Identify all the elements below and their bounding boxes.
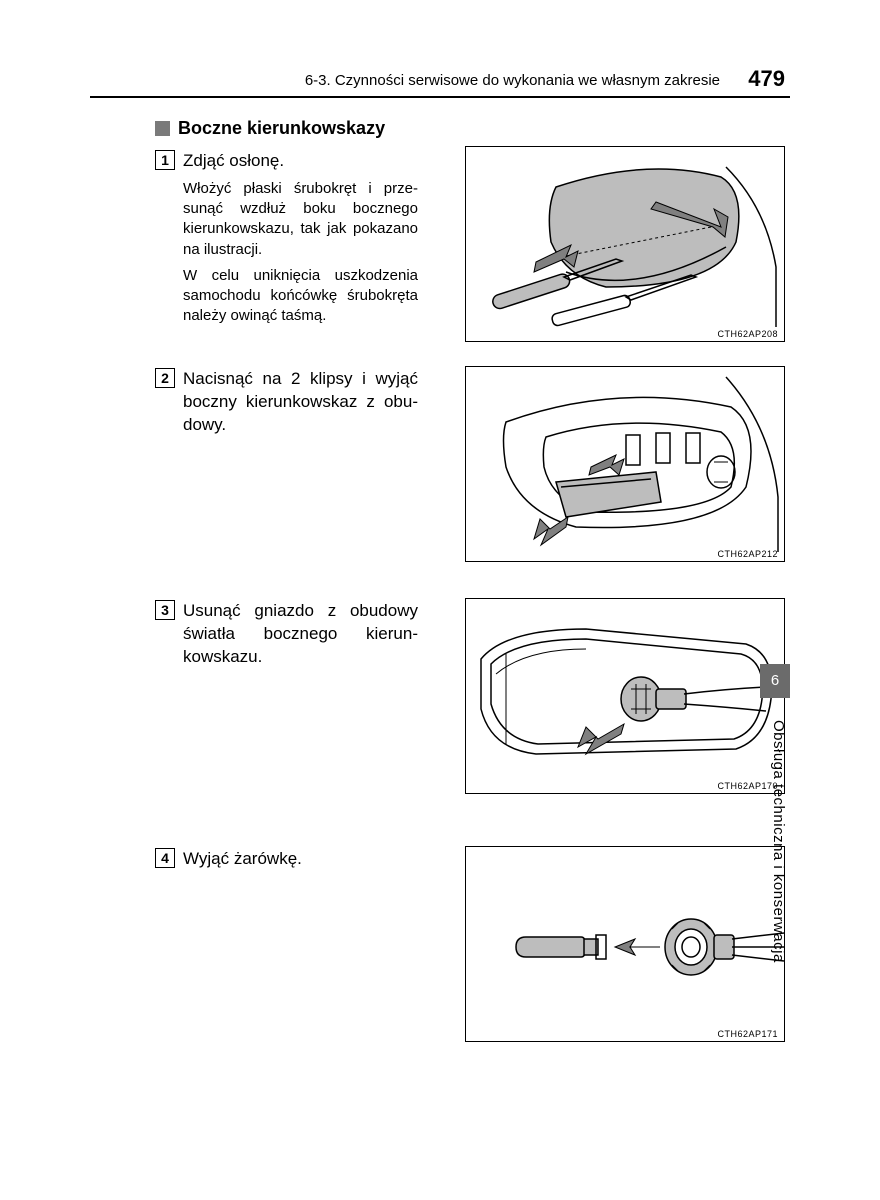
mirror-cover-illustration bbox=[466, 147, 786, 343]
step-head: Usunąć gniazdo z obudowy światła boczneg… bbox=[183, 600, 418, 669]
chapter-label: Obsługa techniczna i konserwacja bbox=[770, 720, 787, 963]
figure-code: CTH62AP212 bbox=[717, 549, 778, 559]
step-number: 4 bbox=[155, 848, 175, 868]
step-number: 1 bbox=[155, 150, 175, 170]
step-number: 3 bbox=[155, 600, 175, 620]
step-2: 2 Nacisnąć na 2 klipsy i wyjąć boczny ki… bbox=[183, 368, 418, 437]
section-bullet-icon bbox=[155, 121, 170, 136]
step-head: Wyjąć żarówkę. bbox=[183, 848, 418, 871]
breadcrumb: 6-3. Czynności serwisowe do wykonania we… bbox=[305, 72, 720, 89]
figure-1: CTH62AP208 bbox=[465, 146, 785, 342]
socket-remove-illustration bbox=[466, 599, 786, 795]
step-head: Zdjąć osłonę. bbox=[183, 150, 418, 173]
section-heading: Boczne kierunkowskazy bbox=[155, 118, 385, 139]
step-3: 3 Usunąć gniazdo z obudowy światła boczn… bbox=[183, 600, 418, 669]
bulb-remove-illustration bbox=[466, 847, 786, 1043]
step-number: 2 bbox=[155, 368, 175, 388]
figure-code: CTH62AP171 bbox=[717, 1029, 778, 1039]
figure-4: CTH62AP171 bbox=[465, 846, 785, 1042]
step-body: Włożyć płaski śrubokręt i prze­sunąć wzd… bbox=[183, 179, 418, 260]
page-number: 479 bbox=[748, 66, 785, 92]
figure-2: CTH62AP212 bbox=[465, 366, 785, 562]
section-title: Boczne kierunkowskazy bbox=[178, 118, 385, 139]
figure-code: CTH62AP170 bbox=[717, 781, 778, 791]
step-4: 4 Wyjąć żarówkę. bbox=[183, 848, 418, 871]
header-rule bbox=[90, 96, 790, 98]
step-1: 1 Zdjąć osłonę. Włożyć płaski śrubokręt … bbox=[183, 150, 418, 327]
step-body: W celu uniknięcia uszkodze­nia samochodu… bbox=[183, 266, 418, 327]
manual-page: 6-3. Czynności serwisowe do wykonania we… bbox=[0, 0, 880, 1200]
step-head: Nacisnąć na 2 klipsy i wyjąć boczny kier… bbox=[183, 368, 418, 437]
mirror-clips-illustration bbox=[466, 367, 786, 563]
chapter-tab: 6 bbox=[760, 664, 790, 698]
figure-3: CTH62AP170 bbox=[465, 598, 785, 794]
figure-code: CTH62AP208 bbox=[717, 329, 778, 339]
